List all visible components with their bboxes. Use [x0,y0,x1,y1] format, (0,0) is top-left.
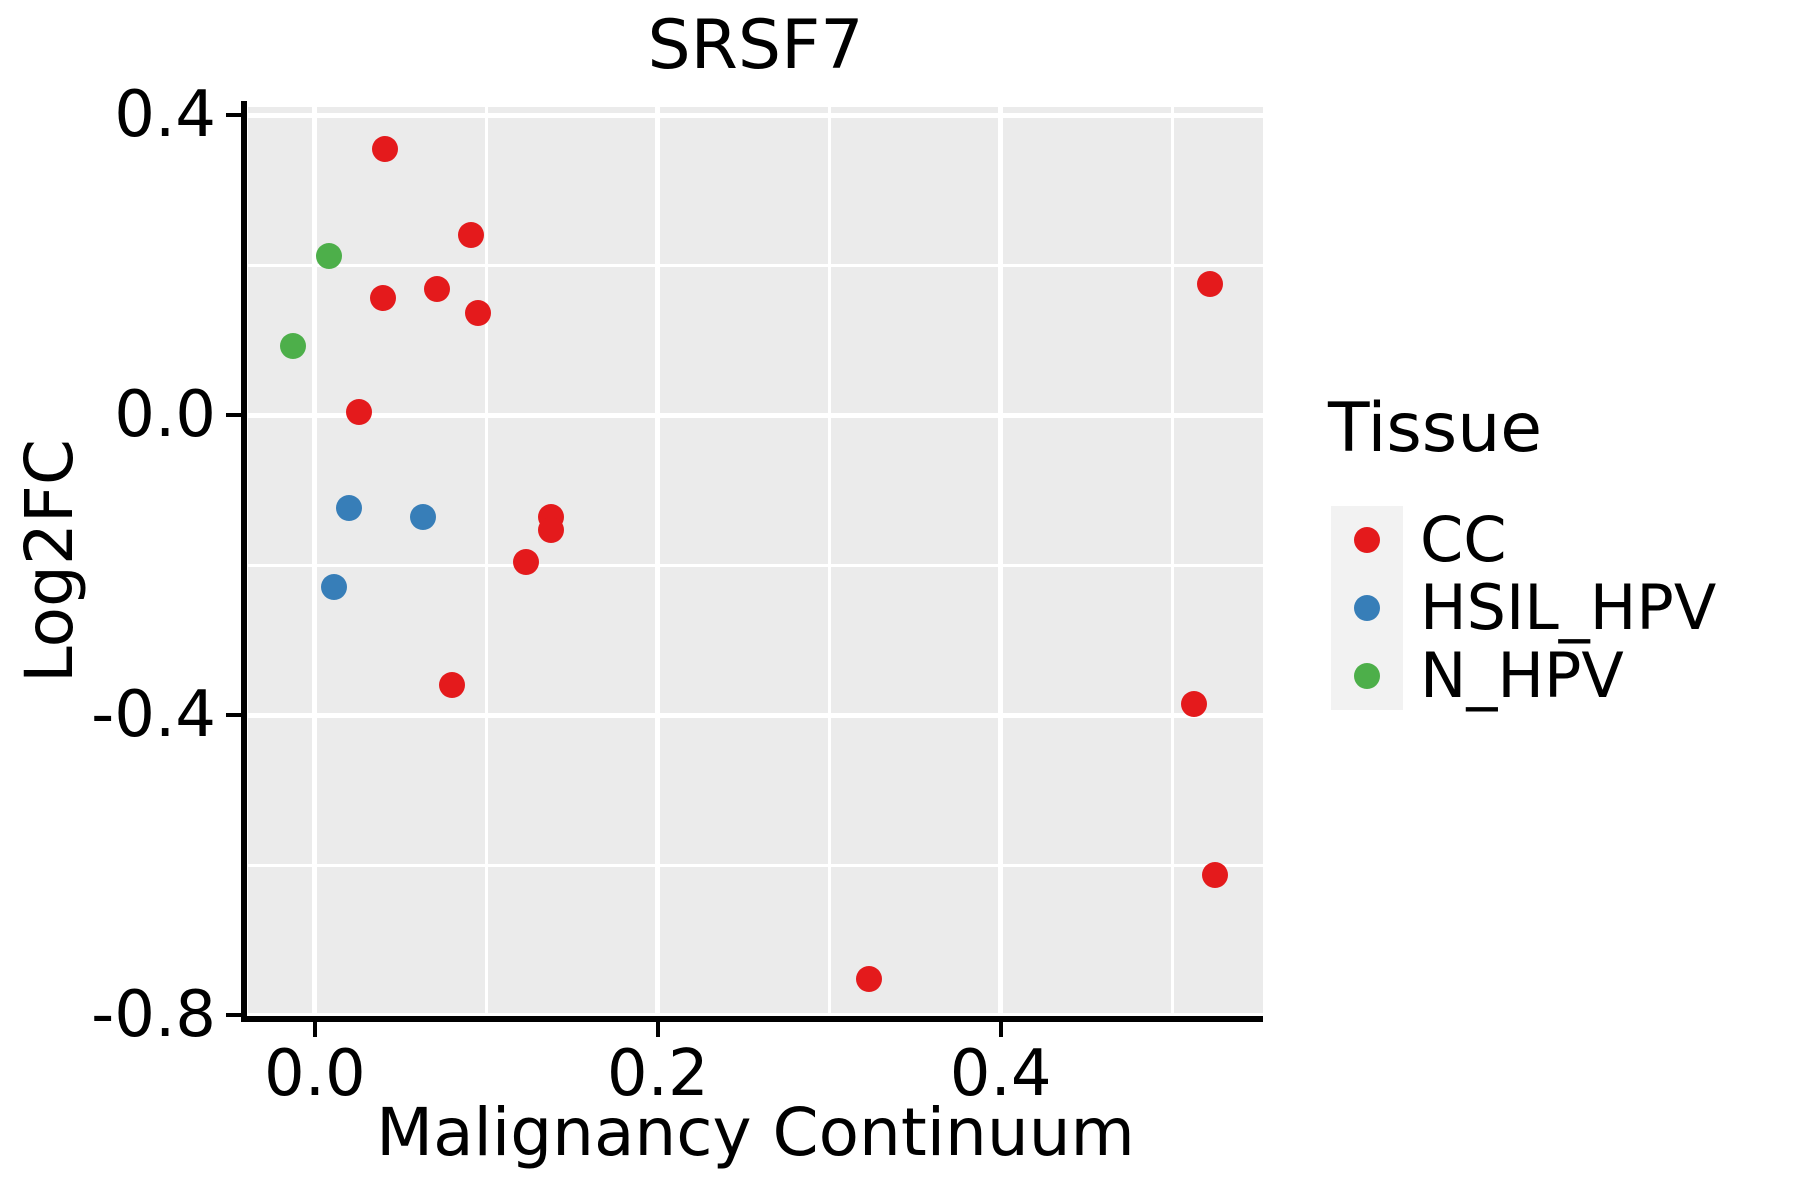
y-tick-label: -0.8 [91,978,216,1053]
legend-label: N_HPV [1420,639,1624,712]
y-tick-label: 0.4 [114,78,216,153]
legend-label: CC [1420,503,1507,576]
data-point-cc [346,399,373,426]
gridline-y-minor [248,563,1263,567]
data-point-cc [439,672,466,699]
x-axis-title: Malignancy Continuum [376,1094,1135,1171]
legend-dot-blue-icon [1354,595,1380,621]
plot-title: SRSF7 [647,6,864,85]
x-tick-mark [655,1022,660,1037]
x-tick-label: 0.2 [606,1037,709,1111]
y-tick-label: -0.4 [91,678,216,753]
gridline-y-minor [248,263,1263,267]
gridline-x-major [312,107,318,1016]
y-tick-mark [226,713,241,718]
x-axis-line [241,1016,1263,1022]
legend-key-box [1331,574,1403,642]
y-tick-label: 0.0 [114,378,216,453]
legend-dot-red-icon [1354,527,1380,553]
gridline-y-major [248,1012,1263,1018]
gridline-x-major [998,107,1004,1016]
data-point-hsil_hpv [336,494,363,521]
gridline-x-minor [1170,107,1174,1016]
data-point-cc [423,275,450,302]
gridline-x-minor [484,107,488,1016]
data-point-hsil_hpv [320,574,347,600]
gridline-y-major [248,412,1263,418]
legend-key-box [1331,506,1403,574]
gridline-y-major [248,712,1263,718]
legend-label: HSIL_HPV [1420,571,1717,644]
data-point-cc [457,222,484,249]
data-point-cc [370,284,397,311]
y-tick-mark [226,413,241,418]
y-axis-line [241,101,247,1022]
data-point-cc [464,299,491,326]
legend: Tissue CC HSIL_HPV N_HPV [1328,395,1716,710]
legend-keys: CC HSIL_HPV N_HPV [1331,506,1716,710]
data-point-cc [512,549,539,576]
gridline-y-minor [248,863,1263,867]
plot-panel [248,107,1263,1018]
data-point-cc [855,966,882,993]
legend-item-n_hpv: N_HPV [1331,642,1716,710]
data-point-cc [1196,271,1223,297]
x-tick-mark [998,1022,1003,1037]
legend-dot-green-icon [1354,663,1380,689]
data-point-cc [1181,691,1208,717]
data-point-cc [372,136,399,162]
legend-title: Tissue [1328,389,1543,468]
data-point-n_hpv [315,243,342,270]
x-tick-mark [312,1022,317,1037]
x-tick-label: 0.4 [949,1037,1052,1111]
gridline-x-minor [827,107,831,1016]
data-point-cc [1201,862,1228,888]
data-point-n_hpv [279,332,306,359]
y-tick-mark [226,1013,241,1018]
gridline-y-major [248,112,1263,118]
legend-key-box [1331,642,1403,710]
x-tick-label: 0.0 [263,1037,366,1111]
y-axis-title: Log2FC [11,439,88,683]
legend-item-cc: CC [1331,506,1716,574]
data-point-hsil_hpv [409,503,436,530]
gridline-x-major [655,107,661,1016]
legend-item-hsil_hpv: HSIL_HPV [1331,574,1716,642]
data-point-cc [538,517,565,543]
y-tick-mark [226,113,241,118]
